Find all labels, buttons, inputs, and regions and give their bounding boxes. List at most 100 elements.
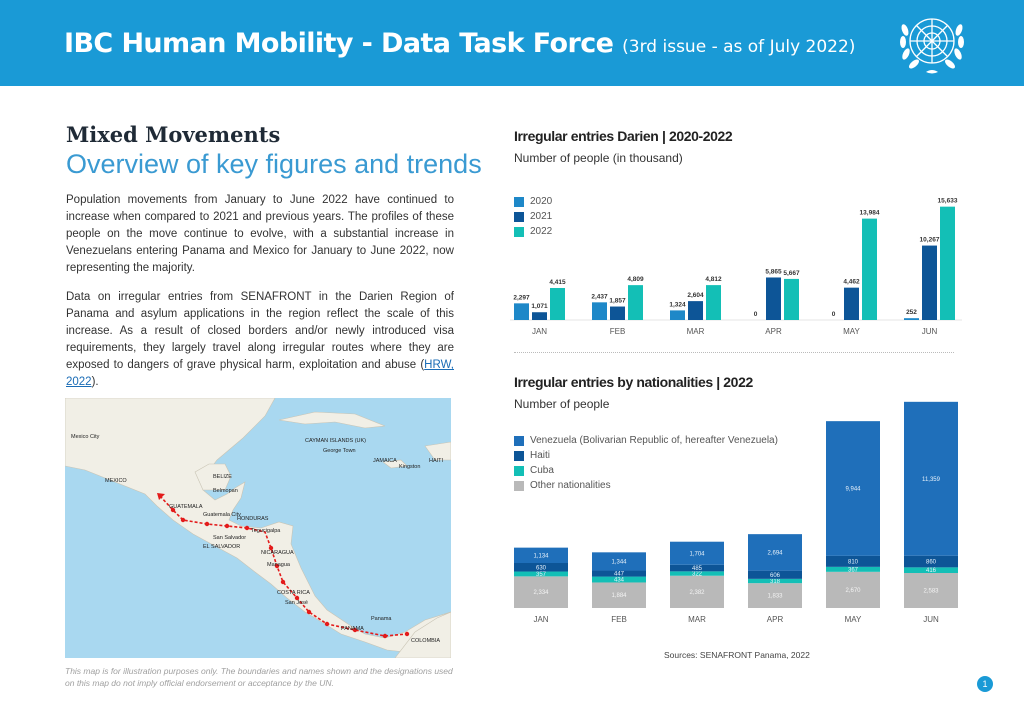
stack-value-label: 416 [926,568,937,574]
chart1-legend: 2020 2021 2022 [514,194,552,239]
bar-value-label: 5,865 [765,268,782,275]
sources-note: Sources: SENAFRONT Panama, 2022 [664,650,810,660]
stack-value-label: 318 [770,579,781,585]
page-number: 1 [977,676,993,692]
stack-Haiti-MAY [826,555,880,567]
x-tick-label: MAY [845,615,862,624]
map-label: GUATEMALA [169,504,203,510]
bar-value-label: 4,462 [843,279,860,286]
stack-Venezuela (Bolivarian Republic of, hereafter Venezuela)-MAR [670,541,724,565]
stack-value-label: 9,944 [845,487,861,493]
map-label: EL SALVADOR [203,544,240,550]
bar-2022-MAY [862,218,877,320]
x-tick-label: FEB [610,327,626,336]
stack-value-label: 2,334 [533,590,549,596]
bar-2021-MAR [688,301,703,320]
land-south-america [394,611,451,658]
map-label: COSTA RICA [277,590,310,596]
legend-label: Cuba [530,465,554,476]
bar-value-label: 2,297 [513,294,530,301]
land-jamaica [382,459,408,469]
map-label: San José [285,600,308,606]
legend-swatch [514,435,524,446]
map-label: Kingston [399,464,420,470]
header-title: IBC Human Mobility - Data Task Force (3r… [64,28,855,59]
legend-item: Other nationalities [514,478,778,493]
legend-item: 2022 [514,224,552,239]
legend-item: 2020 [514,194,552,209]
bar-2020-JUN [904,318,919,320]
legend-item: 2021 [514,209,552,224]
stack-Cuba-JAN [514,571,568,577]
stack-Cuba-MAR [670,571,724,576]
stack-value-label: 810 [848,559,859,565]
bar-value-label: 4,812 [705,276,722,283]
bar-2021-JAN [532,312,547,320]
stack-Haiti-JAN [514,563,568,572]
map-label: HAITI [429,458,444,464]
legend-label: Venezuela (Bolivarian Republic of, herea… [530,435,778,446]
map-label: BELIZE [213,474,232,480]
legend-swatch [514,196,524,207]
x-tick-label: MAR [687,327,705,336]
header-subtitle: (3rd issue - as of July 2022) [622,37,856,57]
bar-2021-APR [766,277,781,320]
x-tick-label: FEB [611,615,627,624]
stack-value-label: 11,359 [922,477,941,483]
hrw-link[interactable]: HRW, 2022 [66,359,454,388]
legend-label: 2022 [530,226,553,237]
stack-value-label: 1,884 [611,593,627,599]
stack-value-label: 1,134 [533,553,549,559]
stack-Cuba-MAY [826,566,880,572]
map-label: Tegucigalpa [251,528,281,534]
data-paragraph-end: ). [91,376,99,388]
bar-value-label: 2,437 [591,293,608,300]
stack-Cuba-FEB [592,576,646,583]
header-title-text: IBC Human Mobility - Data Task Force [64,28,614,59]
stack-value-label: 2,694 [767,550,783,556]
bar-value-label: 1,071 [531,303,548,310]
section-subheading: Overview of key figures and trends [66,149,482,179]
legend-swatch [514,211,524,222]
bar-value-label: 1,857 [609,298,626,305]
legend-swatch [514,226,524,237]
stack-Venezuela (Bolivarian Republic of, hereafter Venezuela)-FEB [592,552,646,571]
legend-label: Other nationalities [530,480,611,491]
bar-value-label: 4,415 [549,279,566,286]
map-label: PANAMA [341,626,364,632]
stack-Other nationalities-FEB [592,582,646,608]
map-svg: Mexico City CAYMAN ISLANDS (UK) George T… [65,398,451,658]
map-label: Managua [267,562,291,568]
chart-divider [514,352,954,353]
stack-Cuba-APR [748,578,802,584]
map-label: MEXICO [105,478,127,484]
intro-paragraph: Population movements from January to Jun… [66,194,454,274]
land-north-america [65,398,451,658]
bar-2022-APR [784,278,799,320]
bar-value-label: 1,324 [669,301,686,308]
bar-2020-FEB [592,302,607,320]
legend-item: Venezuela (Bolivarian Republic of, herea… [514,433,778,448]
map-label: San Salvador [213,535,246,541]
stack-Haiti-JUN [904,555,958,568]
map-label: Panama [371,616,392,622]
data-paragraph: Data on irregular entries from SENAFRONT… [66,289,454,391]
stack-Venezuela (Bolivarian Republic of, hereafter Venezuela)-JAN [514,547,568,564]
x-tick-label: JUN [922,327,938,336]
stack-Haiti-APR [748,570,802,579]
stack-Venezuela (Bolivarian Republic of, hereafter Venezuela)-APR [748,534,802,571]
bar-2021-MAY [844,287,859,320]
land-yucatan [194,463,232,491]
map-label: Guatemala City [203,512,241,518]
bar-value-label: 13,984 [860,210,880,217]
stack-value-label: 860 [926,560,937,566]
x-tick-label: APR [765,327,782,336]
x-tick-label: JAN [532,327,547,336]
stack-value-label: 367 [848,567,859,573]
stack-Haiti-FEB [592,570,646,577]
stack-value-label: 2,382 [689,590,705,596]
stack-value-label: 606 [770,573,781,579]
map-label: HONDURAS [237,516,269,522]
bar-value-label: 0 [754,311,758,318]
bar-value-label: 4,809 [627,276,644,283]
